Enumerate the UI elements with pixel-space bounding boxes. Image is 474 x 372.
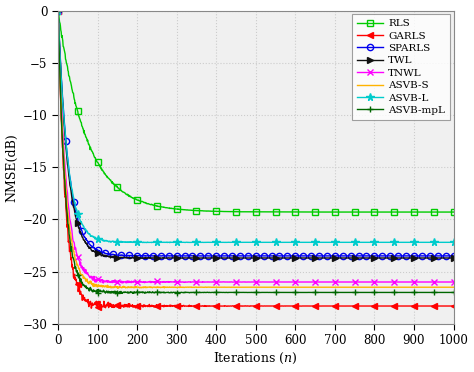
ASVB-mpL (79, 280, 85, 285)
ASVB-mpL (136, 290, 142, 294)
ASVB-S (378, 285, 384, 289)
Line: TWL: TWL (55, 7, 456, 262)
Legend: RLS, GARLS, SPARLS, TWL, TNWL, ASVB-S, ASVB-L, ASVB-mpL: RLS, GARLS, SPARLS, TWL, TNWL, ASVB-S, A… (352, 14, 450, 120)
TNWL (405, 280, 411, 284)
GARLS (55, 8, 61, 13)
SPARLS (79, 230, 85, 234)
TNWL (79, 264, 85, 268)
ASVB-L (432, 240, 438, 244)
GARLS (79, 298, 85, 302)
RLS (364, 210, 369, 214)
GARLS (136, 304, 142, 309)
ASVB-S (55, 8, 61, 13)
ASVB-L (378, 240, 384, 244)
ASVB-L (55, 8, 61, 13)
TWL (79, 235, 85, 239)
ASVB-S (432, 285, 438, 289)
ASVB-mpL (405, 290, 411, 295)
GARLS (378, 304, 384, 308)
TNWL (114, 281, 119, 285)
ASVB-S (364, 285, 369, 289)
TWL (378, 256, 384, 260)
SPARLS (143, 254, 149, 259)
X-axis label: Iterations $(n)$: Iterations $(n)$ (213, 351, 298, 366)
TWL (128, 256, 133, 261)
ASVB-L (451, 240, 456, 244)
ASVB-S (79, 273, 85, 278)
RLS (55, 8, 61, 13)
GARLS (88, 306, 94, 311)
Line: SPARLS: SPARLS (55, 7, 456, 259)
TNWL (364, 280, 369, 284)
Line: ASVB-mpL: ASVB-mpL (55, 7, 457, 297)
RLS (378, 210, 384, 214)
ASVB-mpL (113, 292, 118, 296)
TNWL (136, 280, 142, 284)
TNWL (432, 280, 438, 284)
Line: RLS: RLS (55, 7, 456, 215)
Line: GARLS: GARLS (55, 7, 456, 311)
Line: ASVB-L: ASVB-L (54, 7, 457, 246)
SPARLS (136, 253, 141, 258)
GARLS (432, 304, 438, 308)
RLS (432, 210, 438, 214)
TWL (405, 256, 411, 260)
Line: TNWL: TNWL (55, 7, 456, 286)
RLS (136, 198, 141, 203)
TWL (432, 256, 438, 260)
ASVB-L (149, 240, 155, 245)
GARLS (451, 304, 456, 308)
TNWL (55, 8, 61, 13)
TWL (451, 256, 456, 260)
ASVB-mpL (364, 290, 369, 295)
ASVB-mpL (55, 8, 61, 13)
RLS (405, 210, 411, 214)
SPARLS (378, 254, 384, 258)
ASVB-S (115, 286, 121, 291)
ASVB-S (451, 285, 456, 289)
SPARLS (432, 254, 438, 258)
ASVB-L (405, 240, 411, 244)
ASVB-L (136, 240, 141, 244)
TWL (364, 256, 369, 260)
RLS (358, 210, 364, 214)
TNWL (378, 280, 384, 284)
RLS (79, 124, 85, 129)
ASVB-L (79, 222, 85, 226)
RLS (451, 210, 456, 214)
SPARLS (55, 8, 61, 13)
ASVB-mpL (451, 290, 456, 295)
ASVB-mpL (378, 290, 384, 295)
GARLS (364, 304, 369, 308)
SPARLS (405, 254, 411, 258)
TWL (55, 8, 61, 13)
TNWL (451, 280, 456, 284)
ASVB-S (136, 285, 142, 289)
Y-axis label: NMSE(dB): NMSE(dB) (6, 133, 18, 202)
ASVB-L (364, 240, 369, 244)
SPARLS (451, 254, 456, 258)
Line: ASVB-S: ASVB-S (58, 10, 454, 288)
ASVB-mpL (432, 290, 438, 295)
ASVB-S (405, 285, 411, 289)
TWL (136, 256, 142, 260)
SPARLS (364, 254, 369, 258)
GARLS (405, 304, 411, 308)
